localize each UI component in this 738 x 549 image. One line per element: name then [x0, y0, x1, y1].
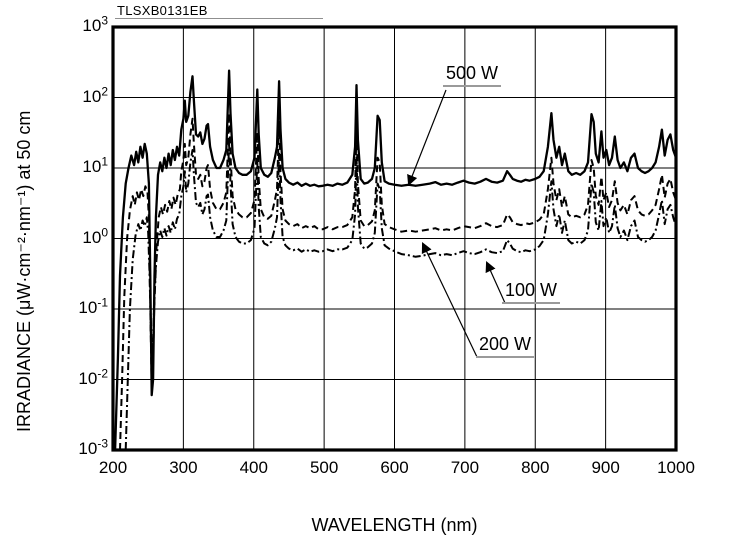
y-axis-title: IRRADIANCE (μW·cm⁻²·nm⁻¹) at 50 cm	[14, 110, 34, 432]
x-axis-title: WAVELENGTH (nm)	[311, 515, 478, 535]
x-tick-900: 900	[591, 458, 620, 477]
x-tick-700: 700	[450, 458, 480, 477]
y-tick-10e2: 102	[82, 83, 108, 106]
x-tick-500: 500	[309, 458, 339, 477]
figure-code-rule	[115, 18, 323, 19]
y-tick-10e-2: 10-2	[78, 365, 108, 388]
y-tick-10e-1: 10-1	[78, 295, 108, 317]
curve-label-100w: 100 W	[502, 280, 561, 304]
leader-200w	[421, 242, 478, 358]
plot-border	[111, 25, 678, 452]
figure-code: TLSXB0131EB	[117, 3, 208, 18]
y-tick-10e0: 100	[82, 224, 108, 247]
x-tick-200: 200	[98, 458, 128, 477]
leader-100w	[485, 261, 506, 304]
curve-label-500w: 500 W	[443, 63, 502, 87]
x-tick-300: 300	[169, 458, 198, 477]
y-tick-10e1: 101	[82, 154, 108, 176]
curve-100w	[124, 142, 677, 451]
x-tick-400: 400	[239, 458, 268, 477]
y-tick-10e3: 103	[82, 13, 108, 35]
curve-200w	[119, 112, 677, 451]
curve-label-200w: 200 W	[476, 334, 535, 358]
leader-500w	[407, 89, 447, 187]
x-tick-600: 600	[380, 458, 409, 477]
curve-500w	[113, 69, 677, 451]
y-tick-10e-3: 10-3	[78, 436, 108, 458]
x-tick-800: 800	[521, 458, 550, 477]
x-tick-1000: 1000	[657, 458, 695, 477]
